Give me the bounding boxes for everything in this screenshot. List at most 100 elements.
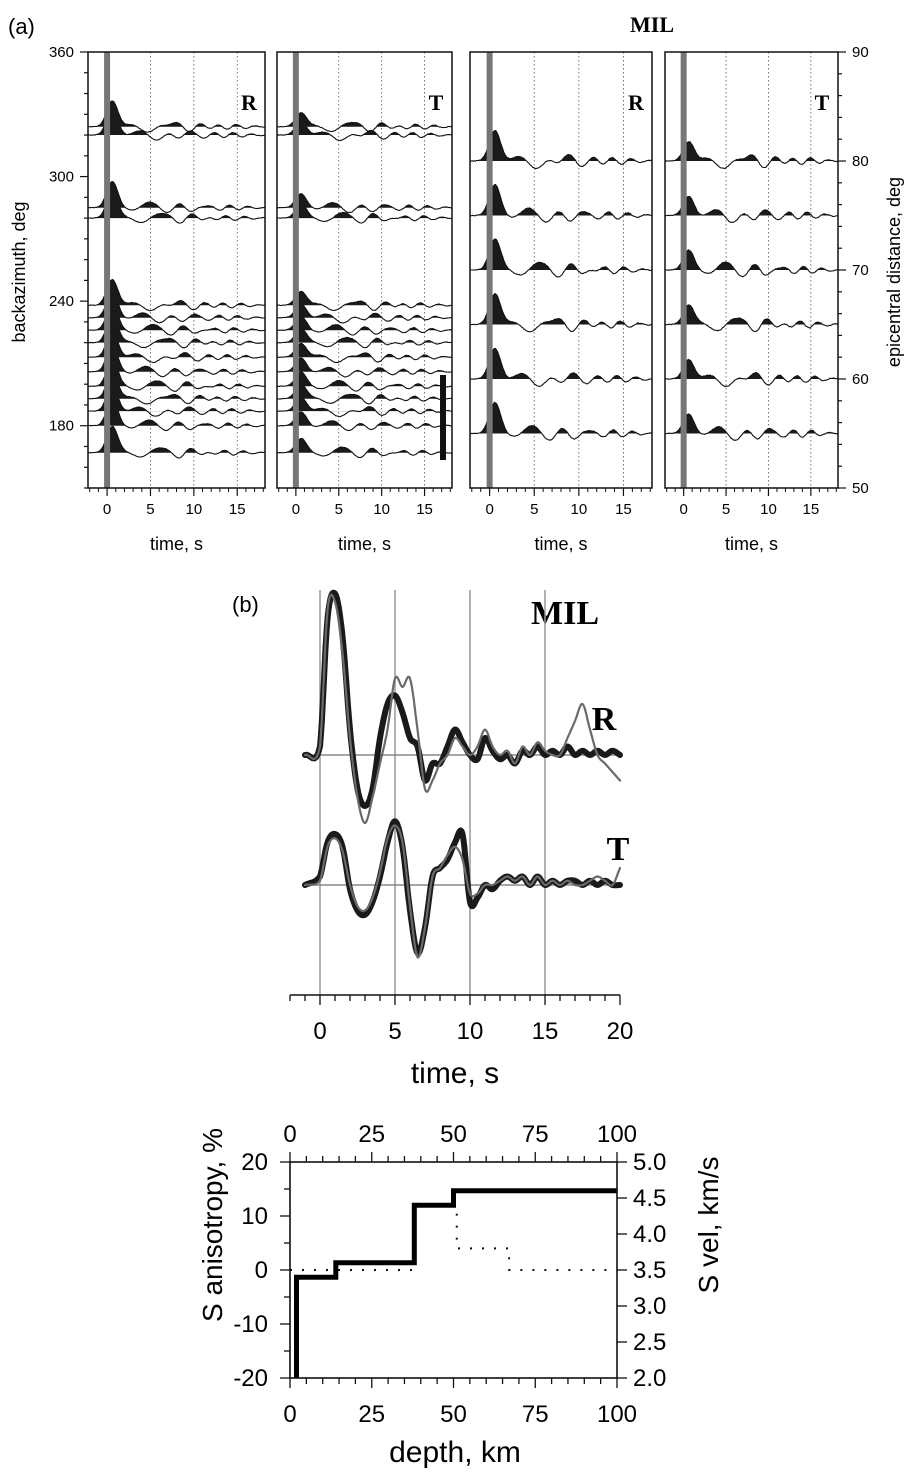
- trace-line: [470, 184, 652, 224]
- y2-tick-label: 70: [852, 262, 869, 279]
- trace-line: [665, 195, 838, 223]
- trace-positive-fill: [277, 384, 452, 399]
- trace-positive-fill: [665, 359, 838, 379]
- panel-b-label: (b): [232, 592, 259, 617]
- subpanel-component-label: R: [241, 90, 258, 115]
- backazimuth-axis: 180 240 300 360: [49, 44, 88, 489]
- x-axis-label: time, s: [338, 534, 391, 554]
- x-top-tick-label: 75: [522, 1121, 549, 1148]
- panel-b-t-label: T: [607, 831, 630, 868]
- x-top-tick-label: 100: [597, 1121, 637, 1148]
- y-tick-label: 20: [241, 1149, 268, 1176]
- trace-positive-fill: [277, 291, 452, 306]
- trace-line: [665, 358, 838, 388]
- y-tick-label: 300: [49, 169, 74, 186]
- x-tick-label: 5: [530, 501, 538, 518]
- trace-positive-fill: [88, 279, 265, 306]
- trace-line: [88, 100, 265, 133]
- observed-trace-r: [302, 589, 623, 809]
- x-tick-label: 15: [229, 501, 246, 518]
- x-tick-label: 0: [283, 1401, 296, 1428]
- trace-line: [277, 327, 452, 349]
- trace-line: [470, 238, 652, 278]
- subpanel-distance-r: R 0 5 10 15 time, s: [469, 51, 653, 554]
- x-axis-label: time, s: [150, 534, 203, 554]
- zero-time-marker: [680, 52, 687, 488]
- trace-line: [277, 357, 452, 378]
- anisotropy-profile: [290, 1204, 617, 1271]
- trace-line: [665, 304, 838, 333]
- x-tick-label: 10: [570, 501, 587, 518]
- y-tick-label: -20: [233, 1365, 268, 1392]
- trace-line: [277, 315, 452, 336]
- trace-group: [665, 141, 838, 441]
- observed-trace-t: [302, 818, 623, 957]
- trace-line: [88, 278, 265, 312]
- x-tick-label: 5: [146, 501, 154, 518]
- x-tick-label: 25: [358, 1401, 385, 1428]
- x-tick-label: 100: [597, 1401, 637, 1428]
- y-tick-label: -10: [233, 1311, 268, 1338]
- x-tick-label: 50: [440, 1401, 467, 1428]
- y2-tick-label: 3.5: [633, 1257, 666, 1284]
- y2-tick-label: 4.5: [633, 1185, 666, 1212]
- y2-tick-label: 2.0: [633, 1365, 666, 1392]
- subpanel-component-label: R: [628, 90, 645, 115]
- y2-tick-label: 60: [852, 371, 869, 388]
- velocity-profile: [294, 1188, 617, 1378]
- panel-b: (b) MIL R T 0 5 10 15 20 time, s: [232, 589, 634, 1090]
- y2-tick-label: 3.0: [633, 1293, 666, 1320]
- x-tick-label: 15: [532, 1018, 559, 1045]
- x-tick-label: 10: [373, 501, 390, 518]
- trace-positive-fill: [470, 348, 652, 379]
- synthetic-trace-t: [303, 824, 622, 959]
- y-tick-label: 180: [49, 418, 74, 435]
- trace-positive-fill: [88, 181, 265, 208]
- y2-tick-label: 50: [852, 480, 869, 497]
- panel-b-x-axis-label: time, s: [411, 1057, 499, 1090]
- x-tick-label: 15: [416, 501, 433, 518]
- trace-group: [470, 129, 652, 441]
- y2-tick-label: 4.0: [633, 1221, 666, 1248]
- y2-tick-label: 2.5: [633, 1329, 666, 1356]
- trace-group: [277, 112, 452, 459]
- panel-a-label: (a): [8, 14, 35, 39]
- x-tick-label: 0: [103, 501, 111, 518]
- trace-line: [470, 292, 652, 333]
- x-axis-label: time, s: [725, 534, 778, 554]
- y-tick-label: 240: [49, 293, 74, 310]
- panel-a: (a) MIL R 0 5 10 15 time, s T 0 5 10 15 time, s R 0…: [8, 12, 904, 554]
- epicentral-distance-axis: 50 60 70 80 90: [838, 44, 869, 497]
- x-tick-label: 20: [607, 1018, 634, 1045]
- trace-line: [470, 347, 652, 387]
- trace-positive-fill: [470, 130, 652, 161]
- trace-line: [277, 203, 452, 224]
- y-tick-label: 360: [49, 44, 74, 61]
- x-axis-label: time, s: [534, 534, 587, 554]
- trace-positive-fill: [88, 426, 265, 453]
- panel-a-title: MIL: [630, 12, 674, 37]
- x-tick-label: 5: [335, 501, 343, 518]
- trace-line: [470, 129, 652, 170]
- x-tick-label: 5: [388, 1018, 401, 1045]
- epicentral-distance-axis-label: epicentral distance, deg: [884, 177, 904, 367]
- x-tick-label: 5: [722, 501, 730, 518]
- trace-line: [277, 438, 452, 459]
- trace-line: [277, 342, 452, 364]
- synthetic-trace-r: [303, 593, 622, 825]
- panel-b-r-label: R: [592, 701, 617, 738]
- zero-time-marker: [292, 52, 299, 488]
- trace-line: [88, 181, 265, 213]
- trace-line: [88, 425, 265, 459]
- y2-tick-label: 90: [852, 44, 869, 61]
- zero-time-marker: [104, 52, 111, 488]
- subpanel-backazimuth-r: R 0 5 10 15 time, s: [87, 51, 266, 554]
- x-tick-label: 15: [803, 501, 820, 518]
- x-top-tick-label: 25: [358, 1121, 385, 1148]
- x-top-tick-label: 50: [440, 1121, 467, 1148]
- zero-time-marker: [486, 52, 493, 488]
- x-tick-label: 10: [186, 501, 203, 518]
- model-plot: 0 0 25 25 50 50 75 75 100 100 -20 -10 0 10 20 2.0 2.5 3.0…: [233, 1121, 666, 1428]
- panel-b-plot: 0 5 10 15 20: [289, 589, 634, 1045]
- trace-line: [470, 401, 652, 441]
